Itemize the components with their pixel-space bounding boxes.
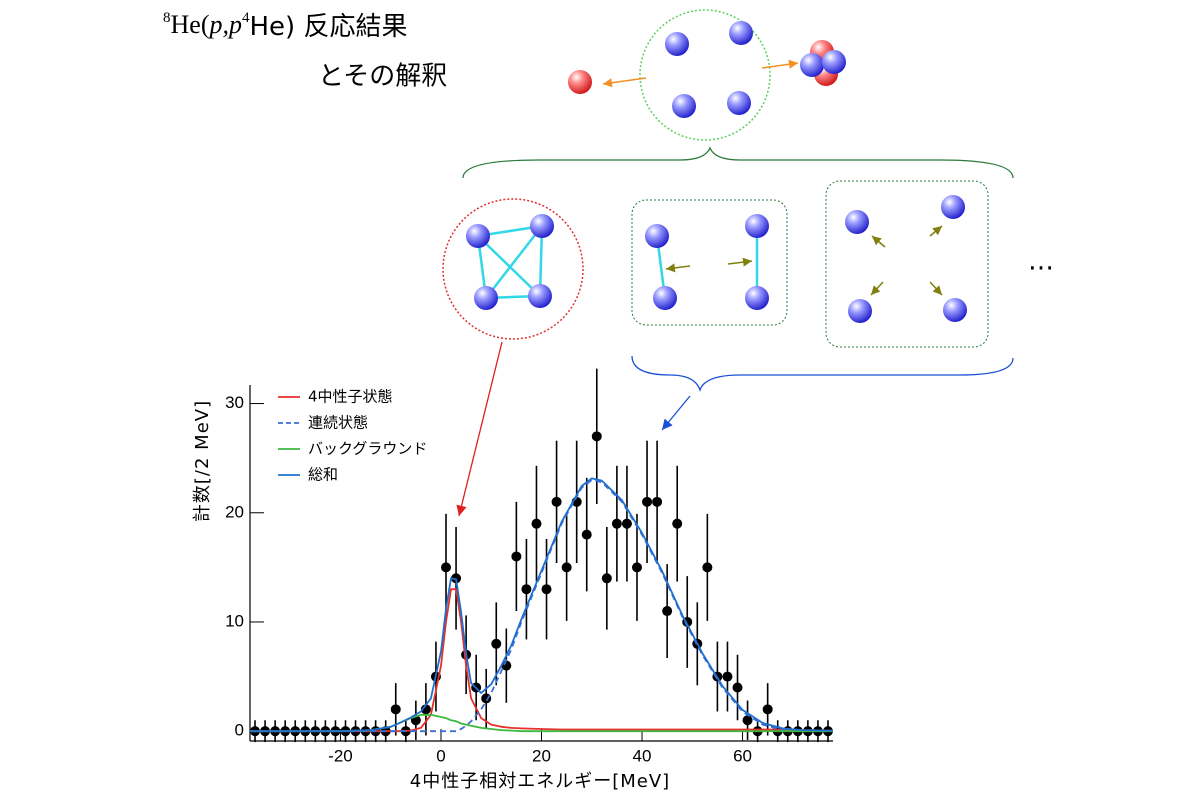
- ellipsis: …: [1028, 247, 1054, 277]
- data-point: [601, 573, 612, 584]
- data-point: [491, 638, 502, 649]
- curve: [250, 477, 834, 733]
- data-point: [531, 518, 542, 529]
- data-point: [642, 496, 653, 507]
- x-tick-label: 40: [633, 746, 652, 765]
- y-tick-label: 10: [225, 611, 244, 630]
- data-point: [762, 704, 773, 715]
- data-point: [481, 693, 492, 704]
- reaction-diagram: …: [442, 9, 1054, 517]
- title-part: p,p: [207, 10, 242, 39]
- title-part: He) 反応結果: [249, 12, 407, 42]
- title-sup: 8: [163, 10, 171, 26]
- legend-label: 連続状態: [308, 414, 368, 432]
- curve: [250, 479, 833, 733]
- data-point: [511, 551, 522, 562]
- y-tick-label: 30: [225, 393, 244, 412]
- data-point: [742, 715, 753, 726]
- x-axis-label: 4中性子相対エネルギー[MeV]: [410, 771, 670, 792]
- data-point: [551, 496, 562, 507]
- data-point: [631, 562, 642, 573]
- title: 8He(p,p4He) 反応結果: [163, 10, 407, 42]
- data-point: [621, 518, 632, 529]
- y-axis-label: 計数[/2 MeV]: [192, 400, 213, 522]
- data-point: [702, 562, 713, 573]
- data-point: [611, 518, 622, 529]
- data-point: [652, 496, 663, 507]
- x-tick-label: 60: [733, 746, 752, 765]
- x-tick-label: 0: [436, 746, 445, 765]
- data-point: [501, 660, 512, 671]
- legend-label: 4中性子状態: [308, 388, 393, 406]
- x-tick-label: 20: [532, 746, 551, 765]
- title-line2: とその解釈: [318, 62, 447, 92]
- y-tick-label: 20: [225, 502, 244, 521]
- curve: [250, 588, 834, 733]
- data-point: [390, 704, 401, 715]
- legend-label: バックグラウンド: [308, 440, 427, 458]
- data-point: [441, 562, 452, 573]
- data-point: [732, 682, 743, 693]
- data-point: [451, 573, 462, 584]
- data-point: [561, 562, 572, 573]
- plot: 4中性子相対エネルギー[MeV] 計数[/2 MeV] -20 0 20 40 60 0 1…: [192, 368, 834, 792]
- data-point: [722, 671, 733, 682]
- x-tick-label: -20: [328, 746, 353, 765]
- data-point: [541, 584, 552, 595]
- data-point: [521, 584, 532, 595]
- title-part: He(: [171, 10, 210, 39]
- data-point: [581, 529, 592, 540]
- data-point: [662, 606, 673, 617]
- data-point: [591, 431, 602, 442]
- legend-label: 総和: [308, 466, 338, 484]
- data-point: [672, 518, 683, 529]
- y-tick-label: 0: [235, 721, 244, 740]
- title-sup: 4: [242, 10, 250, 26]
